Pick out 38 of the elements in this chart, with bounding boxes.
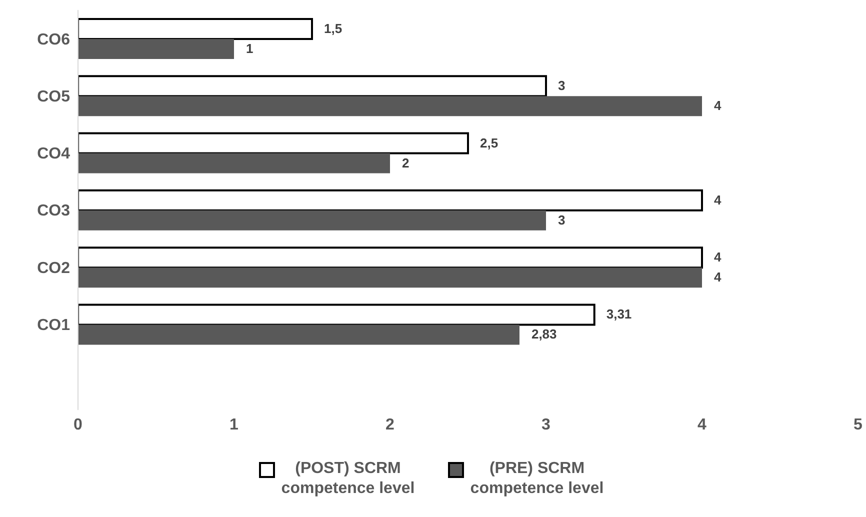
y-tick-label: CO4 — [37, 146, 70, 163]
x-tick-label: 5 — [854, 416, 863, 434]
data-label: 2,5 — [480, 135, 498, 150]
data-label: 2,83 — [531, 326, 557, 342]
data-label: 4 — [714, 270, 722, 285]
data-label: 1 — [246, 41, 254, 56]
y-tick-label: CO5 — [37, 88, 70, 106]
x-tick-label: 3 — [542, 416, 551, 434]
y-tick-label: CO6 — [37, 31, 70, 48]
bar — [78, 210, 546, 230]
data-label: 4 — [714, 250, 722, 265]
data-label: 1,5 — [324, 21, 342, 36]
legend-label: (POST) SCRM competence level — [280, 459, 416, 499]
bar — [78, 96, 702, 116]
y-tick-label: CO3 — [37, 202, 70, 220]
y-tick-label: CO1 — [37, 316, 70, 334]
bar — [78, 268, 702, 288]
y-tick-label: CO2 — [37, 260, 70, 277]
bar — [78, 18, 313, 40]
data-label: 4 — [714, 192, 722, 208]
data-label: 3,31 — [606, 306, 632, 322]
bar — [78, 153, 390, 174]
bar — [78, 132, 469, 154]
bar — [78, 75, 547, 98]
bar — [78, 304, 596, 326]
data-label: 3 — [558, 212, 566, 228]
data-label: 2 — [402, 155, 410, 170]
bar — [78, 39, 234, 59]
bar — [78, 324, 520, 345]
bar — [78, 246, 703, 269]
data-label: 3 — [558, 78, 566, 94]
legend-label: (PRE) SCRM competence level — [469, 459, 605, 499]
x-tick-label: 1 — [230, 416, 239, 434]
bar — [78, 189, 703, 212]
x-tick-label: 0 — [74, 416, 83, 434]
data-label: 4 — [714, 98, 722, 114]
x-tick-label: 4 — [698, 416, 707, 434]
x-tick-label: 2 — [386, 416, 395, 434]
